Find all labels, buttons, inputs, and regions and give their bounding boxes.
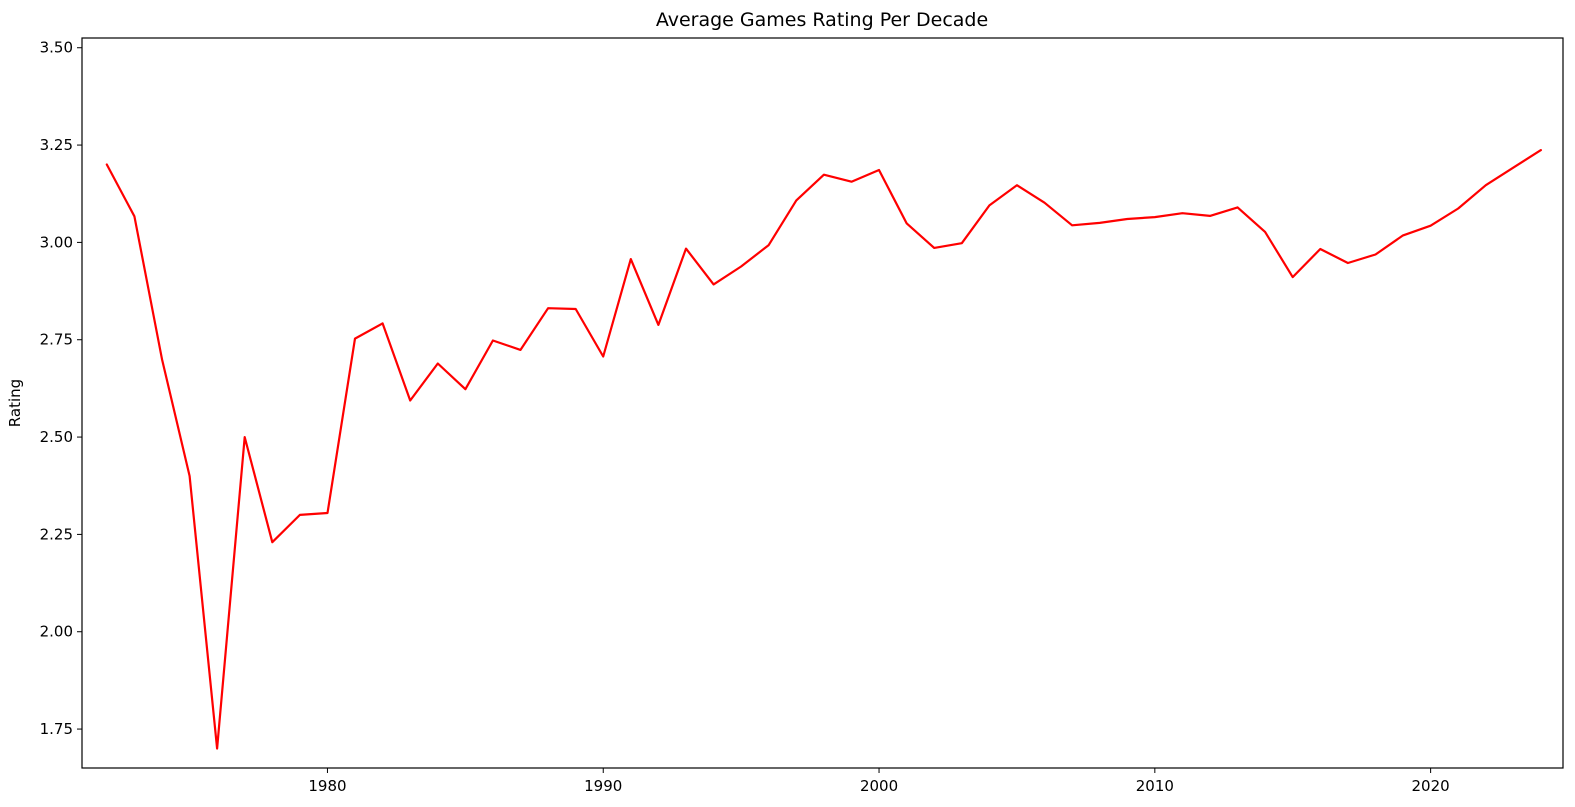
y-tick-label: 2.75 — [40, 331, 73, 349]
series-line — [105, 149, 1542, 750]
y-tick-label: 2.50 — [40, 428, 73, 446]
y-tick-label: 3.00 — [40, 233, 73, 251]
y-tick-label: 3.25 — [40, 136, 73, 154]
plot-frame — [81, 37, 1564, 769]
y-tick-label: 2.00 — [40, 623, 73, 641]
x-tick-label: 2000 — [860, 777, 898, 795]
x-tick-label: 2010 — [1136, 777, 1174, 795]
chart-title: Average Games Rating Per Decade — [656, 9, 988, 31]
x-tick-label: 1990 — [584, 777, 622, 795]
y-tick-label: 1.75 — [40, 720, 73, 738]
y-tick-label: 2.25 — [40, 525, 73, 543]
y-tick-label: 3.50 — [40, 39, 73, 57]
series-layer — [105, 149, 1542, 750]
x-tick-label: 1980 — [308, 777, 346, 795]
y-axis-label: Rating — [6, 379, 24, 427]
y-axis: 1.75 2.00 2.25 2.50 2.75 3.00 3.25 3.50 — [40, 39, 82, 738]
x-tick-label: 2020 — [1412, 777, 1450, 795]
x-axis: 1980 1990 2000 2010 2020 — [308, 768, 1450, 795]
